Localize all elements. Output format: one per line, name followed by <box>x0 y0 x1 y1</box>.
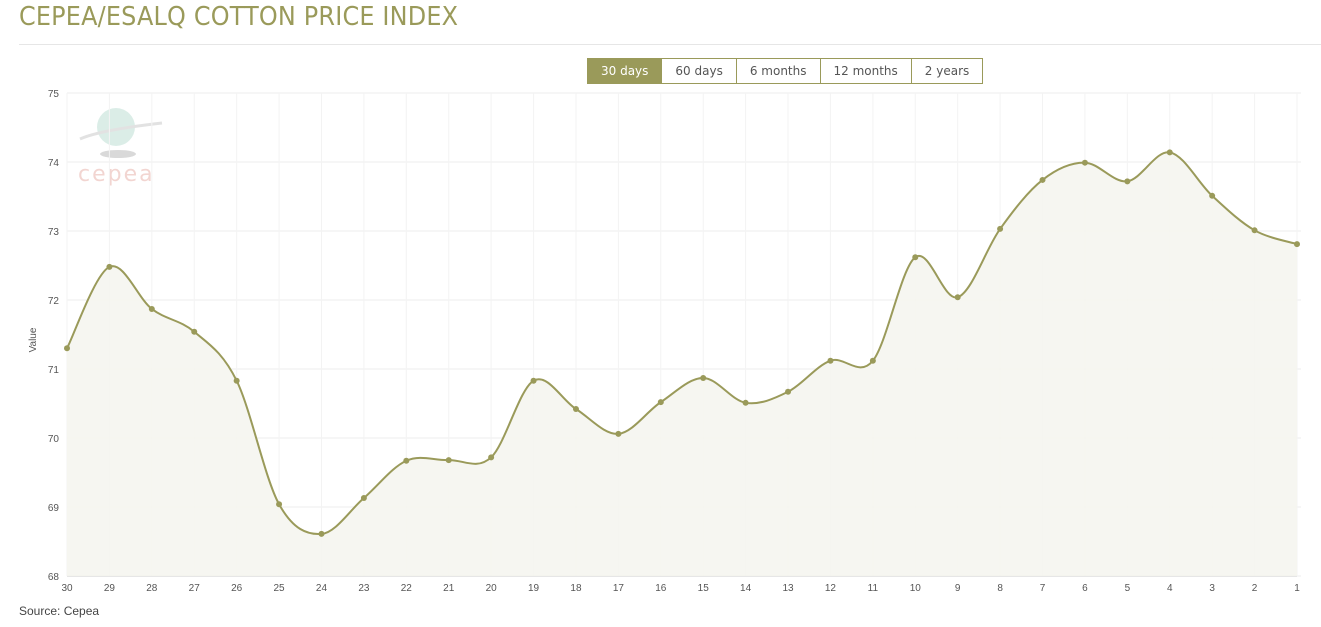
x-tick-label: 4 <box>1167 583 1173 594</box>
y-tick-label: 68 <box>48 572 60 583</box>
data-point <box>1251 227 1258 234</box>
data-point <box>1294 241 1300 248</box>
x-tick-label: 21 <box>443 583 455 594</box>
y-tick-label: 71 <box>48 365 60 376</box>
page-title: CEPEA/ESALQ COTTON PRICE INDEX <box>19 2 459 32</box>
data-point <box>488 454 495 461</box>
x-tick-label: 11 <box>868 583 879 594</box>
x-tick-label: 9 <box>955 583 961 594</box>
x-tick-label: 19 <box>528 583 540 594</box>
x-tick-label: 25 <box>274 583 286 594</box>
data-point <box>318 530 325 537</box>
data-point <box>912 254 919 261</box>
x-tick-label: 6 <box>1082 583 1088 594</box>
x-tick-label: 10 <box>910 583 922 594</box>
svg-text:cepea: cepea <box>78 162 155 187</box>
data-point <box>191 328 198 335</box>
x-tick-label: 30 <box>61 583 73 594</box>
divider <box>19 44 1321 45</box>
data-point <box>1081 159 1088 166</box>
data-point <box>657 399 664 406</box>
data-point <box>700 374 707 381</box>
y-tick-label: 72 <box>48 296 60 307</box>
range-button-12-months[interactable]: 12 months <box>820 58 912 84</box>
y-tick-label: 73 <box>48 227 60 238</box>
data-point <box>106 263 113 270</box>
x-tick-label: 12 <box>825 583 837 594</box>
y-tick-label: 74 <box>48 158 60 169</box>
data-point <box>360 495 367 502</box>
data-point <box>827 357 834 364</box>
y-axis-title: Value <box>28 327 39 352</box>
data-point <box>615 430 622 437</box>
x-tick-label: 26 <box>231 583 243 594</box>
x-tick-label: 20 <box>486 583 498 594</box>
y-tick-label: 69 <box>48 503 60 514</box>
y-tick-label: 75 <box>48 89 60 100</box>
range-button-30-days[interactable]: 30 days <box>587 58 663 84</box>
y-tick-label: 70 <box>48 434 60 445</box>
x-tick-label: 24 <box>316 583 328 594</box>
data-point <box>785 388 792 395</box>
x-tick-label: 17 <box>613 583 625 594</box>
data-point <box>445 457 452 464</box>
data-point <box>148 305 155 312</box>
source-note: Source: Cepea <box>19 604 100 618</box>
x-tick-label: 28 <box>146 583 158 594</box>
data-point <box>403 457 410 464</box>
area-fill <box>67 152 1297 576</box>
x-tick-label: 22 <box>401 583 413 594</box>
x-tick-label: 15 <box>698 583 710 594</box>
range-button-60-days[interactable]: 60 days <box>662 58 737 84</box>
data-point <box>530 377 537 384</box>
x-tick-label: 23 <box>358 583 370 594</box>
data-point <box>1209 192 1216 199</box>
cepea-logo: cepea <box>78 108 163 187</box>
x-tick-label: 27 <box>189 583 201 594</box>
data-point <box>1124 178 1131 185</box>
x-tick-label: 16 <box>655 583 667 594</box>
x-tick-label: 8 <box>997 583 1003 594</box>
x-tick-label: 5 <box>1125 583 1131 594</box>
range-button-2-years[interactable]: 2 years <box>911 58 984 84</box>
range-selector: 30 days 60 days 6 months 12 months 2 years <box>587 58 984 84</box>
data-point <box>572 406 579 413</box>
x-tick-label: 13 <box>782 583 794 594</box>
data-point <box>869 357 876 364</box>
x-tick-label: 14 <box>740 583 752 594</box>
x-tick-label: 18 <box>570 583 582 594</box>
x-tick-label: 2 <box>1252 583 1258 594</box>
x-tick-label: 1 <box>1294 583 1300 594</box>
x-tick-label: 3 <box>1209 583 1215 594</box>
x-tick-label: 7 <box>1040 583 1046 594</box>
data-point <box>64 345 70 352</box>
data-point <box>954 294 961 301</box>
data-point <box>997 225 1004 232</box>
data-point <box>1039 176 1046 183</box>
data-point <box>742 399 749 406</box>
data-point <box>276 501 283 508</box>
range-button-6-months[interactable]: 6 months <box>736 58 821 84</box>
data-point <box>1166 149 1173 156</box>
x-tick-label: 29 <box>104 583 116 594</box>
data-point <box>233 377 240 384</box>
